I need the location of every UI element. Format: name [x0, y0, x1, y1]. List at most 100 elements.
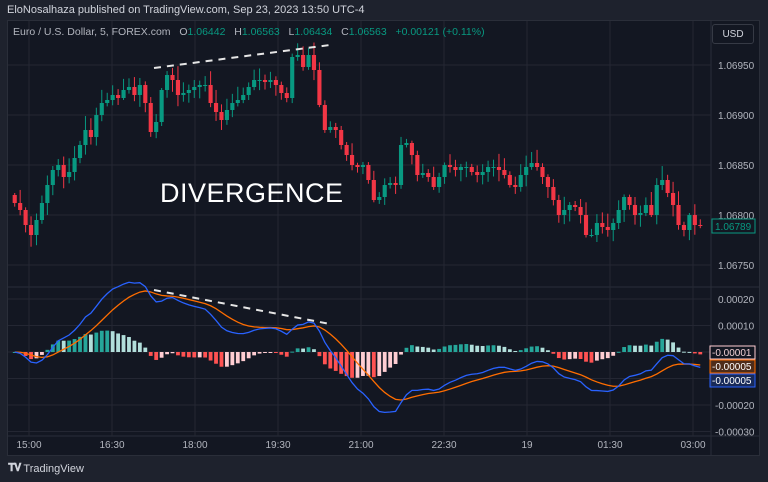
low-value: 1.06434	[294, 26, 333, 38]
signal-line	[14, 290, 701, 401]
candle-body	[252, 80, 257, 87]
macd-histogram-bar	[442, 346, 447, 352]
candle-body	[257, 80, 262, 81]
candle-body	[246, 87, 251, 95]
macd-histogram-bar	[502, 346, 507, 352]
candle-body	[333, 127, 338, 130]
candle-body	[486, 167, 491, 172]
candle-body	[12, 195, 17, 203]
macd-histogram-bar	[252, 352, 257, 356]
macd-histogram-bar	[698, 352, 703, 355]
macd-tick-label: -0.00020	[715, 401, 755, 412]
candle-body	[213, 103, 219, 112]
macd-histogram-bar	[72, 339, 77, 352]
candle-body	[132, 87, 137, 95]
candle-body	[197, 85, 202, 87]
candle-body	[420, 173, 425, 175]
macd-histogram-bar	[241, 352, 246, 362]
macd-histogram-bar	[143, 347, 148, 352]
currency-button[interactable]: USD	[712, 24, 754, 44]
macd-histogram-bar	[377, 352, 382, 377]
candle-body	[556, 200, 561, 215]
time-tick-label: 01:30	[597, 440, 622, 451]
candle-body	[137, 85, 142, 95]
candle-body	[518, 175, 523, 187]
candle-body	[159, 90, 164, 122]
macd-histogram-bar	[382, 352, 387, 372]
candle-body	[67, 172, 72, 177]
candle-body	[322, 105, 327, 130]
time-tick-label: 15:00	[16, 440, 41, 451]
macd-histogram-bar	[371, 352, 376, 378]
candle-body	[447, 165, 453, 167]
macd-histogram-bar	[208, 352, 213, 361]
candle-body	[654, 185, 659, 215]
candle-body	[573, 205, 578, 207]
candle-body	[181, 93, 186, 95]
macd-histogram-bar	[301, 348, 305, 352]
macd-histogram-bar	[203, 352, 208, 358]
candle-body	[671, 193, 676, 205]
candle-body	[529, 163, 534, 167]
macd-histogram-bar	[486, 345, 490, 352]
candle-body	[192, 87, 197, 90]
symbol-title[interactable]: Euro / U.S. Dollar, 5, FOREX.com	[13, 26, 171, 38]
candle-body	[143, 85, 148, 103]
macd-histogram-bar	[273, 352, 278, 353]
time-tick-label: 19:30	[265, 440, 290, 451]
macd-line	[14, 281, 701, 414]
candle-body	[611, 223, 616, 230]
candle-body	[534, 163, 540, 167]
price-tick-label: 1.06750	[718, 261, 755, 272]
candle-body	[426, 173, 431, 177]
candle-body	[349, 155, 355, 165]
macd-histogram-bar	[665, 339, 670, 352]
candle-body	[366, 165, 371, 180]
macd-histogram-bar	[475, 345, 480, 352]
tradingview-logo[interactable]: 𝐓𝐕 TradingView	[8, 462, 84, 475]
candle-body	[344, 145, 349, 155]
candle-body	[203, 85, 208, 86]
candle-body	[110, 95, 115, 100]
macd-histogram-bar	[132, 340, 137, 352]
macd-histogram-bar	[159, 352, 164, 358]
candle-body	[643, 205, 648, 213]
candle-body	[404, 143, 409, 145]
macd-histogram-bar	[600, 352, 605, 360]
candle-body	[687, 215, 692, 230]
macd-histogram-bar	[594, 352, 599, 361]
candle-body	[437, 177, 442, 187]
candle-body	[692, 215, 697, 225]
macd-histogram-bar	[410, 345, 414, 352]
macd-histogram-bar	[165, 352, 169, 355]
macd-histogram-bar	[497, 345, 501, 352]
macd-histogram-bar	[524, 348, 529, 352]
macd-histogram-bar	[584, 352, 588, 362]
macd-histogram-bar	[361, 352, 365, 376]
candle-body	[431, 177, 436, 187]
candle-body	[458, 167, 463, 170]
candle-body	[355, 165, 360, 167]
candle-body	[600, 223, 605, 227]
macd-histogram-bar	[40, 352, 44, 355]
candle-body	[496, 167, 502, 170]
candle-body	[39, 203, 44, 220]
macd-histogram-bar	[480, 345, 485, 352]
candle-body	[301, 55, 306, 67]
candle-body	[56, 165, 61, 170]
macd-histogram-bar	[350, 352, 354, 378]
macd-histogram-bar	[94, 332, 99, 352]
macd-histogram-bar	[643, 344, 648, 352]
candle-body	[284, 93, 289, 98]
candle-body	[649, 205, 654, 215]
candle-body	[105, 100, 110, 103]
candle-body	[605, 227, 610, 230]
macd-value-badge	[709, 373, 756, 388]
candle-body	[589, 235, 594, 236]
macd-histogram-bar	[616, 351, 621, 353]
macd-tick-label: 0.00010	[718, 322, 755, 333]
candle-body	[371, 180, 376, 200]
macd-histogram-bar	[290, 351, 295, 353]
macd-histogram-bar	[589, 352, 594, 363]
